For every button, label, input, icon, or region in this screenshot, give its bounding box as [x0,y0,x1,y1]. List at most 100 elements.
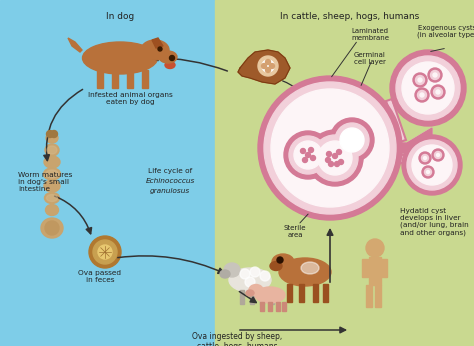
Circle shape [89,236,121,268]
Text: Life cycle of: Life cycle of [148,168,192,174]
Ellipse shape [224,263,240,277]
Text: In dog: In dog [106,12,134,21]
Text: Sterile: Sterile [337,173,359,179]
Circle shape [396,56,460,120]
Bar [215,0,474,346]
Circle shape [307,130,363,186]
Bar [366,285,372,307]
Ellipse shape [46,170,58,178]
Ellipse shape [47,146,57,154]
Text: Ova passed
in feces: Ova passed in feces [79,270,121,283]
Polygon shape [152,38,163,48]
Circle shape [415,88,429,102]
Circle shape [310,155,316,161]
Circle shape [245,277,255,287]
Bar [282,302,286,311]
Circle shape [430,71,439,80]
Bar [323,284,328,302]
Circle shape [284,131,332,179]
Circle shape [46,130,54,137]
Circle shape [420,93,424,97]
Ellipse shape [46,194,57,201]
Bar [268,302,272,311]
Ellipse shape [220,270,230,278]
Circle shape [402,62,454,114]
Circle shape [338,160,344,164]
Circle shape [434,88,443,97]
Bar [276,302,280,311]
Bar [299,284,304,302]
Text: Sterile
area: Sterile area [284,225,306,238]
Circle shape [428,68,442,82]
Circle shape [435,152,441,158]
Circle shape [51,130,57,137]
Bar [112,70,118,88]
Bar [362,259,368,277]
Bar [375,285,381,307]
Circle shape [312,135,358,181]
Polygon shape [238,50,290,84]
Text: Brood
capsules: Brood capsules [273,140,303,153]
Bar [0,0,215,346]
Ellipse shape [44,180,60,192]
Circle shape [158,47,162,51]
Bar [270,290,274,304]
Polygon shape [397,128,432,168]
Ellipse shape [301,262,319,274]
Circle shape [421,155,428,162]
Ellipse shape [165,62,175,69]
Circle shape [436,90,440,94]
Circle shape [418,78,422,82]
Circle shape [419,152,431,164]
Ellipse shape [82,42,157,74]
Ellipse shape [44,156,60,168]
Ellipse shape [46,204,58,216]
Bar [240,290,244,304]
Circle shape [265,60,271,64]
Circle shape [407,140,457,190]
Circle shape [416,75,425,84]
Circle shape [262,60,274,72]
Polygon shape [68,38,82,52]
Bar [250,290,254,304]
Circle shape [330,118,374,162]
Bar [97,70,103,88]
Circle shape [366,239,384,257]
Circle shape [250,267,260,277]
Circle shape [390,50,466,126]
Text: Infested animal organs
eaten by dog: Infested animal organs eaten by dog [88,92,173,105]
Circle shape [258,56,278,76]
Bar [127,70,133,88]
Circle shape [301,148,306,154]
Bar [287,284,292,302]
Circle shape [258,76,402,220]
Circle shape [309,147,313,153]
Ellipse shape [229,268,271,292]
Bar [260,302,264,311]
Polygon shape [397,128,432,168]
Circle shape [327,152,331,156]
Circle shape [431,85,445,99]
Circle shape [413,73,427,87]
Circle shape [306,153,310,157]
Bar [313,284,318,302]
Circle shape [437,154,439,156]
Text: Fertile: Fertile [302,178,324,184]
Text: Scolices: Scolices [279,165,307,171]
Ellipse shape [41,218,63,238]
Circle shape [423,156,427,160]
Ellipse shape [141,40,169,60]
Circle shape [402,135,462,195]
Ellipse shape [45,192,60,203]
Circle shape [425,169,431,175]
Ellipse shape [45,221,59,235]
Circle shape [418,91,427,100]
Circle shape [265,67,271,73]
Circle shape [340,128,364,152]
Circle shape [271,89,389,207]
Circle shape [427,171,429,173]
Circle shape [302,157,308,163]
Circle shape [98,245,112,259]
Circle shape [289,136,327,174]
Text: Ova ingested by sheep,
cattle, hogs, humans: Ova ingested by sheep, cattle, hogs, hum… [192,332,282,346]
